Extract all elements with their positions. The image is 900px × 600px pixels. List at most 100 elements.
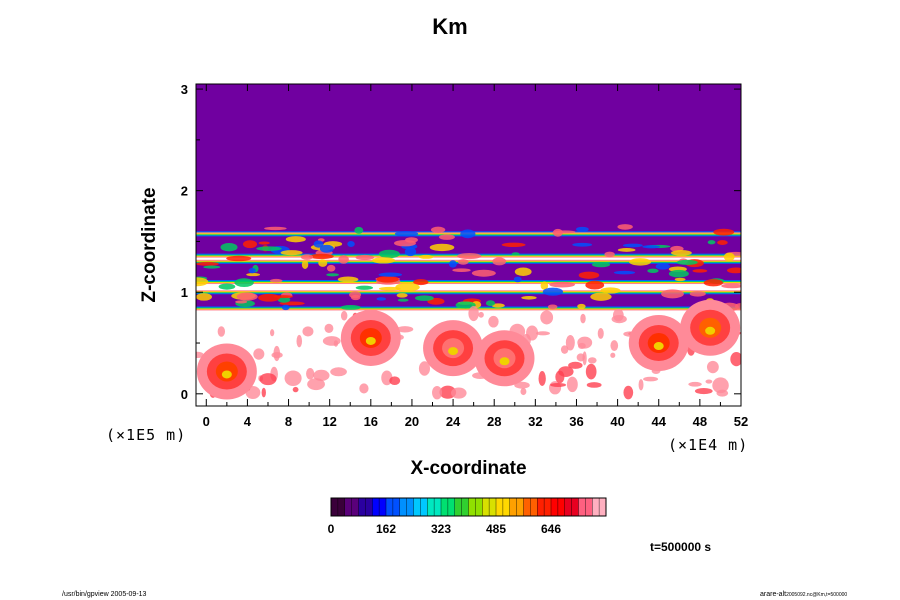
colorbar-tick-label: 323 [431,522,451,536]
turbulence-blob [308,253,334,260]
colorbar-swatch [386,498,394,516]
turbulence-blob [313,240,324,248]
colorbar: 0 162 323 485 646 [328,497,607,536]
colorbar-swatch [372,498,380,516]
turbulence-blob [413,279,429,286]
diffusion-blob [217,326,226,337]
diffusion-blob [389,376,401,386]
turbulence-blob [578,271,600,279]
turbulence-blob [371,257,396,264]
turbulence-blob [349,291,362,299]
colorbar-swatch [427,498,435,516]
diffusion-blob [468,305,479,322]
diffusion-blob [253,348,265,360]
turbulence-blob [355,254,375,261]
turbulence-blob [394,239,416,247]
turbulence-blob [452,268,471,273]
turbulence-blob [438,234,455,240]
turbulence-blob [511,252,520,256]
diffusion-blob [706,360,719,374]
diffusion-blob [688,381,702,387]
turbulence-blob [689,291,706,297]
diffusion-blob [610,340,619,352]
turbulence-blob [404,247,417,257]
x-unit-label: (×1E4 m) [668,436,749,454]
diffusion-blob [585,363,597,380]
colorbar-swatch [406,498,414,516]
hotspot-core [365,336,376,345]
colorbar-swatch [523,498,531,516]
diffusion-blob [307,378,325,391]
diffusion-blob [587,357,597,364]
diffusion-blob [306,367,315,380]
colorbar-swatch [434,498,442,516]
turbulence-blob [448,260,457,268]
turbulence-blob [703,279,724,287]
y-tick-label: 2 [181,184,188,199]
hotspot-core [448,347,459,356]
colorbar-swatch [379,498,387,516]
diffusion-blob [705,379,713,384]
turbulence-blob [572,242,593,247]
turbulence-blob [396,293,408,298]
turbulence-blob [457,259,469,265]
turbulence-blob [590,292,612,301]
turbulence-blob [280,250,303,256]
turbulence-blob [514,267,532,276]
diffusion-blob [396,326,414,333]
turbulence-blob [707,240,716,245]
turbulence-blob [617,248,636,252]
turbulence-blob [378,286,401,291]
turbulence-blob [196,277,209,287]
turbulence-blob [721,283,741,289]
diffusion-blob [273,345,281,362]
colorbar-swatch [496,498,504,516]
colorbar-swatch [530,498,538,516]
colorbar-swatch [551,498,559,516]
turbulence-blob [220,243,238,252]
turbulence-blob [492,257,507,266]
diffusion-blob [302,326,314,337]
turbulence-blob [460,229,476,239]
turbulence-blob [600,287,621,294]
band-0 [196,84,741,232]
colorbar-tick-label: 646 [541,522,561,536]
diffusion-blob [550,382,567,387]
footer-right-sub: 2005092.nc@Km,t=500000 [786,592,848,598]
diffusion-blob [566,376,578,393]
colorbar-swatch [454,498,463,516]
turbulence-blob [485,300,496,307]
colorbar-swatch [557,498,566,516]
colorbar-swatch [516,498,524,516]
turbulence-blob [430,226,446,233]
colorbar-swatch [537,498,545,516]
diffusion-blob [488,315,499,328]
turbulence-blob [513,276,522,283]
turbulence-blob [501,242,526,248]
turbulence-blob [281,304,290,311]
turbulence-blob [668,269,689,278]
turbulence-blob [542,287,564,296]
colorbar-tick-label: 162 [376,522,396,536]
turbulence-blob [226,255,252,262]
colorbar-swatch [578,498,586,516]
colorbar-swatch [344,498,353,516]
diffusion-blob [450,387,467,399]
hotspot-core [499,357,510,366]
turbulence-blob [576,226,589,232]
diffusion-blob [558,366,574,377]
turbulence-blob [713,228,735,236]
turbulence-blob [577,303,586,309]
turbulence-blob [394,231,419,237]
colorbar-swatch [544,498,552,516]
turbulence-blob [549,281,576,288]
turbulence-blob [378,272,403,277]
diffusion-blob [322,336,341,346]
diffusion-blob [643,376,659,382]
colorbar-swatch [331,498,339,516]
turbulence-blob [613,270,636,275]
turbulence-blob [723,252,735,262]
x-tick-label: 24 [446,414,461,429]
diffusion-blob [638,379,644,391]
